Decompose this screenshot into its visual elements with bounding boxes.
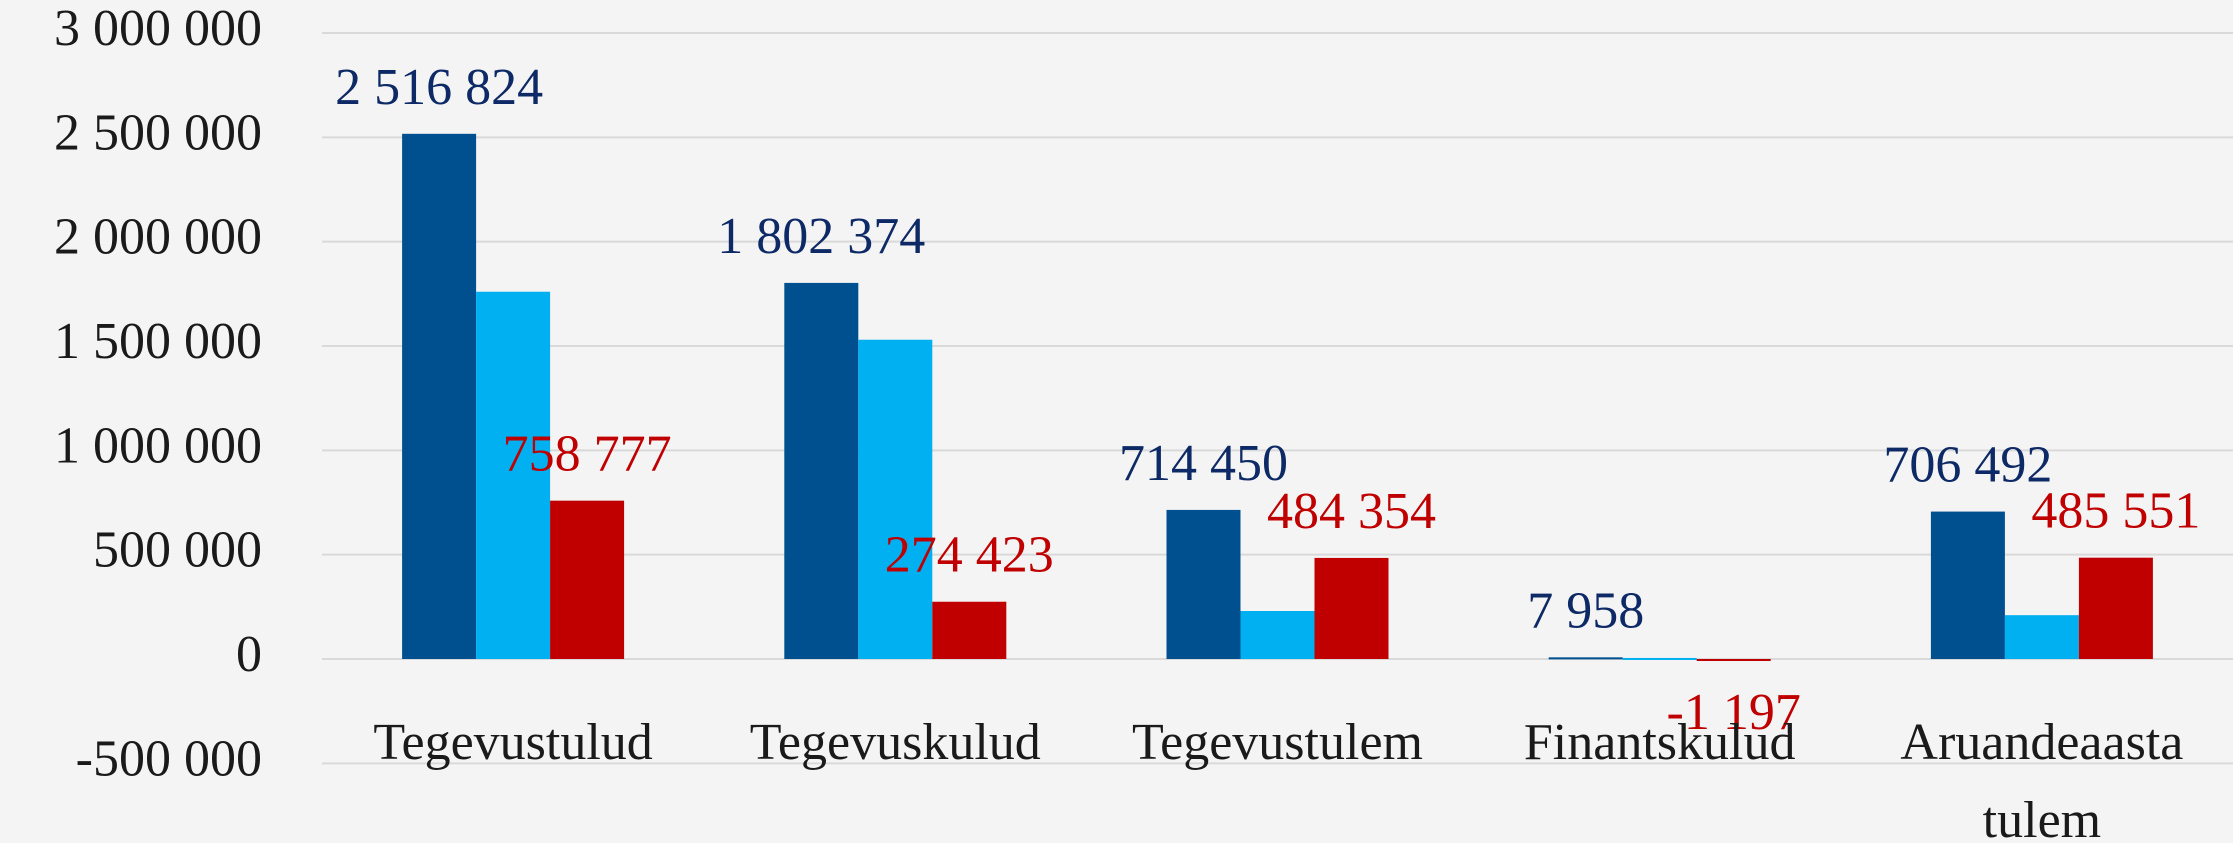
data-label: 1 802 374 — [717, 208, 925, 265]
y-tick-label: 2 500 000 — [54, 104, 262, 161]
bar — [932, 601, 1007, 659]
bar — [1930, 511, 2005, 659]
bar — [784, 282, 859, 659]
bar — [476, 291, 551, 659]
y-tick-label: 2 000 000 — [54, 209, 262, 266]
bar — [1548, 657, 1623, 660]
bar — [2004, 615, 2079, 659]
y-tick-label: 3 000 000 — [54, 0, 262, 57]
bar — [2078, 557, 2153, 659]
data-label: 2 516 824 — [335, 59, 543, 116]
data-label: 7 958 — [1527, 582, 1644, 639]
data-label: 758 777 — [503, 426, 672, 483]
data-label: 485 551 — [2031, 483, 2200, 540]
data-label: 714 450 — [1119, 435, 1288, 492]
data-label: -1 197 — [1667, 684, 1801, 741]
y-tick-label: 1 500 000 — [54, 313, 262, 370]
y-tick-label: -500 000 — [76, 730, 262, 787]
bar — [858, 339, 933, 659]
bar — [1696, 659, 1771, 661]
bar — [1314, 557, 1389, 659]
bar — [1166, 509, 1241, 659]
x-tick-label: Tegevustulud — [373, 714, 653, 771]
x-tick-label: Finantskulud — [1523, 714, 1796, 771]
y-tick-label: 500 000 — [93, 522, 262, 579]
bar — [1240, 611, 1315, 659]
bar — [550, 500, 625, 659]
bar — [402, 133, 477, 659]
x-tick-label: Aruandeaasta tulem — [1900, 714, 2184, 843]
data-label: 484 354 — [1267, 483, 1436, 540]
x-tick-label: Tegevuskulud — [749, 714, 1041, 771]
data-label: 274 423 — [885, 527, 1054, 584]
y-tick-label: 1 000 000 — [54, 417, 262, 474]
x-tick-label: Tegevustulem — [1132, 714, 1423, 771]
bar — [1622, 657, 1697, 660]
data-label: 706 492 — [1883, 437, 2052, 494]
y-tick-label: 0 — [236, 626, 262, 683]
